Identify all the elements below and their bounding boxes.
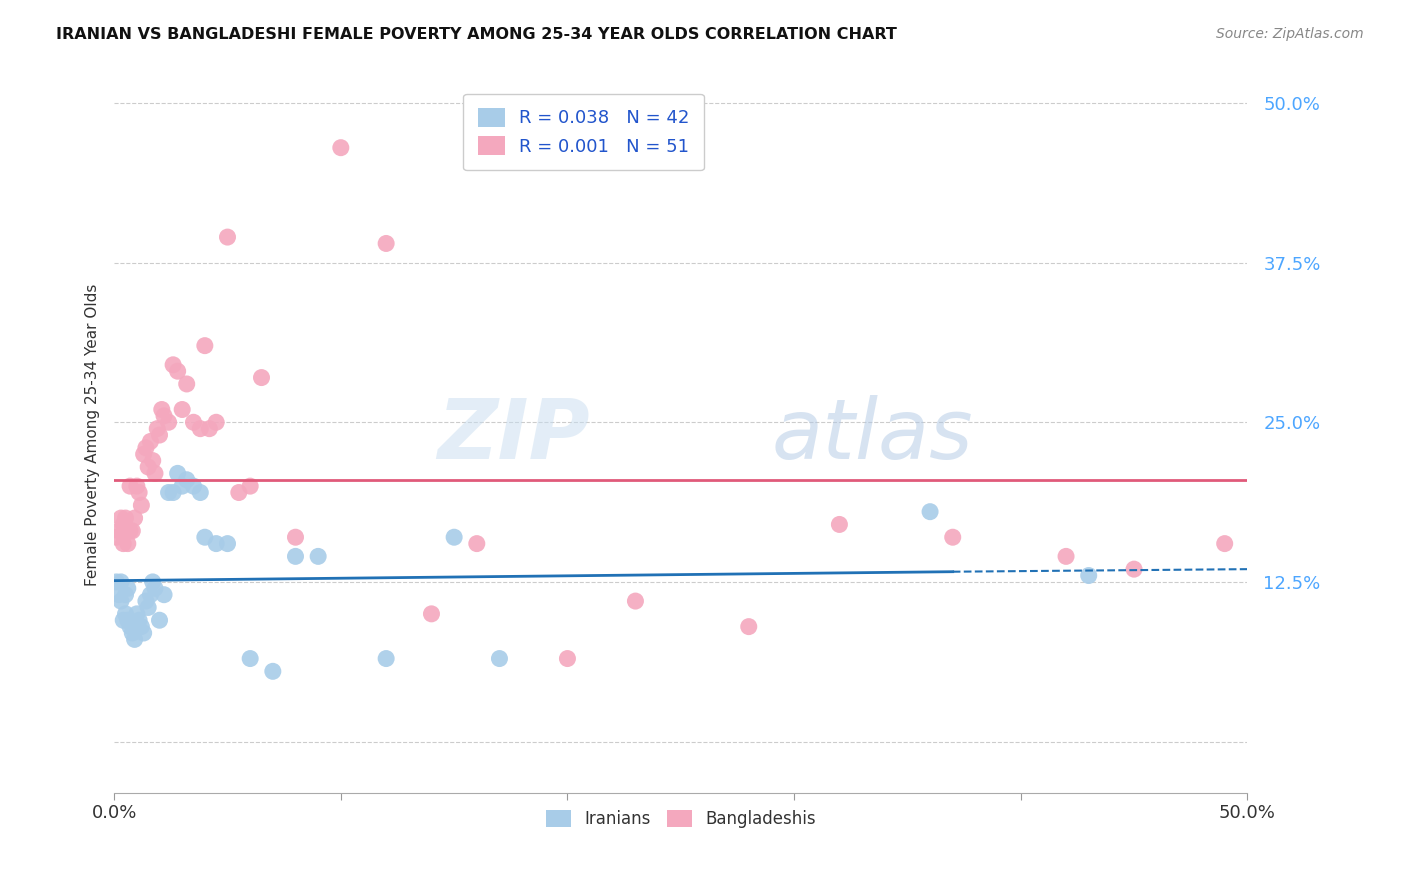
Point bbox=[918, 505, 941, 519]
Point bbox=[375, 236, 398, 251]
Point bbox=[131, 498, 153, 512]
Point bbox=[128, 485, 150, 500]
Point bbox=[194, 530, 217, 544]
Point bbox=[117, 613, 139, 627]
Point bbox=[131, 619, 153, 633]
Point bbox=[121, 524, 143, 538]
Point bbox=[284, 549, 307, 564]
Point bbox=[132, 626, 155, 640]
Point bbox=[1123, 562, 1146, 576]
Point bbox=[172, 402, 194, 417]
Point bbox=[157, 415, 180, 429]
Point bbox=[124, 511, 146, 525]
Point bbox=[112, 517, 135, 532]
Point bbox=[125, 607, 148, 621]
Point bbox=[284, 530, 307, 544]
Point bbox=[148, 613, 170, 627]
Point bbox=[188, 422, 211, 436]
Point bbox=[107, 524, 129, 538]
Point bbox=[183, 415, 205, 429]
Point bbox=[228, 485, 250, 500]
Point bbox=[205, 536, 228, 550]
Point bbox=[110, 511, 132, 525]
Point bbox=[1054, 549, 1077, 564]
Point bbox=[114, 511, 136, 525]
Point bbox=[176, 376, 198, 391]
Text: atlas: atlas bbox=[772, 394, 973, 475]
Point bbox=[1213, 536, 1236, 550]
Point bbox=[1077, 568, 1099, 582]
Point bbox=[262, 665, 284, 679]
Y-axis label: Female Poverty Among 25-34 Year Olds: Female Poverty Among 25-34 Year Olds bbox=[86, 284, 100, 586]
Point bbox=[105, 574, 128, 589]
Point bbox=[157, 485, 180, 500]
Point bbox=[117, 536, 139, 550]
Point bbox=[118, 479, 141, 493]
Point bbox=[162, 358, 184, 372]
Point bbox=[143, 467, 166, 481]
Text: IRANIAN VS BANGLADESHI FEMALE POVERTY AMONG 25-34 YEAR OLDS CORRELATION CHART: IRANIAN VS BANGLADESHI FEMALE POVERTY AM… bbox=[56, 27, 897, 42]
Point bbox=[139, 434, 162, 449]
Text: Source: ZipAtlas.com: Source: ZipAtlas.com bbox=[1216, 27, 1364, 41]
Point bbox=[136, 600, 159, 615]
Point bbox=[128, 613, 150, 627]
Point bbox=[114, 607, 136, 621]
Point bbox=[125, 479, 148, 493]
Point bbox=[139, 588, 162, 602]
Point bbox=[142, 574, 165, 589]
Point bbox=[194, 338, 217, 352]
Point bbox=[465, 536, 488, 550]
Point bbox=[624, 594, 647, 608]
Point bbox=[329, 141, 352, 155]
Point bbox=[112, 613, 135, 627]
Point bbox=[217, 230, 239, 244]
Point bbox=[110, 574, 132, 589]
Point bbox=[443, 530, 465, 544]
Point bbox=[162, 485, 184, 500]
Point bbox=[176, 473, 198, 487]
Point bbox=[942, 530, 965, 544]
Point bbox=[239, 651, 262, 665]
Point bbox=[148, 428, 170, 442]
Point bbox=[375, 651, 398, 665]
Point bbox=[217, 536, 239, 550]
Legend: Iranians, Bangladeshis: Iranians, Bangladeshis bbox=[538, 803, 823, 834]
Point bbox=[117, 582, 139, 596]
Point bbox=[738, 619, 761, 633]
Point bbox=[488, 651, 510, 665]
Point bbox=[107, 588, 129, 602]
Point bbox=[420, 607, 443, 621]
Point bbox=[166, 364, 188, 378]
Point bbox=[183, 479, 205, 493]
Point bbox=[198, 422, 221, 436]
Point bbox=[250, 370, 273, 384]
Point bbox=[153, 409, 176, 423]
Point bbox=[112, 536, 135, 550]
Point bbox=[166, 467, 188, 481]
Point bbox=[188, 485, 211, 500]
Point bbox=[150, 402, 173, 417]
Point bbox=[136, 460, 159, 475]
Point bbox=[135, 441, 157, 455]
Point bbox=[153, 588, 176, 602]
Point bbox=[146, 422, 169, 436]
Point bbox=[828, 517, 851, 532]
Point bbox=[121, 626, 143, 640]
Point bbox=[118, 619, 141, 633]
Point bbox=[110, 594, 132, 608]
Point bbox=[105, 530, 128, 544]
Point bbox=[142, 453, 165, 467]
Point bbox=[239, 479, 262, 493]
Point bbox=[307, 549, 329, 564]
Point bbox=[135, 594, 157, 608]
Point bbox=[143, 582, 166, 596]
Point bbox=[172, 479, 194, 493]
Point bbox=[132, 447, 155, 461]
Point bbox=[118, 524, 141, 538]
Point bbox=[114, 588, 136, 602]
Text: ZIP: ZIP bbox=[437, 394, 591, 475]
Point bbox=[205, 415, 228, 429]
Point bbox=[124, 632, 146, 647]
Point bbox=[557, 651, 579, 665]
